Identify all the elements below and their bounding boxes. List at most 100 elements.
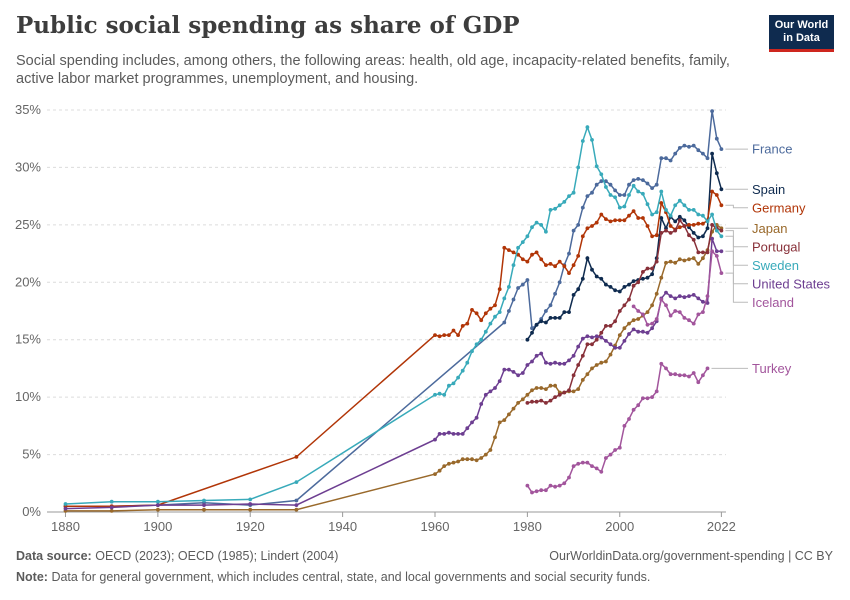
data-point — [654, 291, 659, 296]
data-point — [474, 458, 479, 463]
data-point — [714, 249, 719, 254]
data-point — [696, 221, 701, 226]
data-point — [571, 464, 576, 468]
data-point — [571, 228, 576, 233]
data-point — [594, 337, 599, 342]
data-point — [433, 472, 437, 476]
data-point — [645, 330, 650, 335]
data-point — [530, 399, 534, 404]
data-point — [696, 212, 701, 217]
data-point — [437, 432, 442, 436]
data-point — [608, 342, 613, 347]
data-point — [714, 228, 719, 233]
data-point — [576, 363, 581, 367]
series-label-connector — [725, 272, 748, 303]
data-point — [617, 193, 622, 197]
data-point — [604, 456, 608, 460]
data-point — [668, 231, 673, 235]
data-point — [497, 420, 502, 425]
data-source-text[interactable]: OECD (2023); OECD (1985); Lindert (2004) — [95, 549, 339, 563]
data-point — [604, 179, 608, 184]
data-point — [530, 225, 534, 230]
data-point — [474, 311, 479, 316]
data-point — [585, 125, 590, 130]
logo-line-1: Our World — [774, 19, 829, 31]
data-point — [668, 313, 673, 318]
data-point — [590, 464, 594, 468]
data-point — [567, 358, 571, 363]
data-point — [599, 212, 604, 217]
data-point — [433, 392, 437, 397]
data-point — [502, 367, 507, 372]
y-tick-label: 35% — [15, 102, 41, 117]
data-point — [562, 481, 567, 486]
data-point — [488, 321, 493, 326]
data-point — [497, 379, 502, 383]
data-point — [677, 257, 682, 262]
data-point — [63, 502, 68, 506]
data-point — [520, 240, 525, 245]
data-point — [687, 208, 691, 212]
data-point — [682, 218, 687, 223]
data-point — [511, 250, 516, 255]
data-point — [687, 257, 691, 262]
data-point — [156, 507, 160, 512]
data-point — [677, 373, 682, 378]
data-point — [548, 483, 553, 488]
data-point — [617, 445, 622, 450]
data-point — [567, 310, 571, 314]
data-point — [604, 339, 608, 343]
data-point — [544, 320, 548, 325]
data-point — [516, 286, 520, 290]
data-point — [664, 156, 668, 161]
data-point — [673, 309, 678, 313]
series-label: Turkey — [752, 361, 792, 376]
data-point — [456, 459, 460, 464]
data-point — [553, 484, 557, 489]
data-point — [622, 424, 627, 428]
data-point — [470, 308, 474, 312]
data-point — [553, 206, 557, 211]
data-point — [202, 503, 206, 507]
data-point — [447, 383, 451, 388]
series-label-connector — [725, 230, 748, 248]
data-point — [645, 322, 650, 327]
data-point — [677, 198, 682, 203]
data-point — [664, 228, 668, 233]
data-point — [520, 257, 525, 262]
y-tick-label: 5% — [22, 447, 41, 462]
data-point — [608, 193, 613, 197]
data-point — [617, 218, 622, 223]
data-point — [691, 143, 696, 148]
data-point — [553, 395, 557, 399]
data-point — [534, 386, 539, 390]
data-point — [701, 373, 705, 378]
data-point — [433, 437, 437, 442]
data-point — [548, 361, 553, 366]
data-point — [493, 386, 497, 390]
data-point — [557, 483, 562, 488]
data-point — [627, 297, 631, 302]
data-point — [622, 218, 627, 223]
data-point — [599, 335, 604, 340]
data-point — [654, 210, 659, 215]
data-point — [507, 248, 511, 253]
owid-logo[interactable]: Our World in Data — [769, 15, 834, 52]
source-url[interactable]: OurWorldinData.org/government-spending |… — [549, 549, 833, 563]
data-point — [497, 287, 502, 292]
data-point — [636, 280, 641, 285]
data-point — [511, 297, 516, 302]
series-label: Sweden — [752, 258, 799, 273]
series-line — [527, 218, 722, 404]
data-point — [645, 266, 650, 271]
data-point — [701, 250, 705, 255]
data-point — [682, 295, 687, 300]
data-point — [63, 506, 68, 511]
data-point — [590, 335, 594, 340]
data-point — [631, 327, 636, 332]
data-point — [502, 320, 507, 325]
data-point — [641, 329, 645, 334]
x-tick-label: 2022 — [707, 519, 736, 534]
data-point — [691, 256, 696, 261]
data-source: Data source: OECD (2023); OECD (1985); L… — [16, 549, 338, 563]
